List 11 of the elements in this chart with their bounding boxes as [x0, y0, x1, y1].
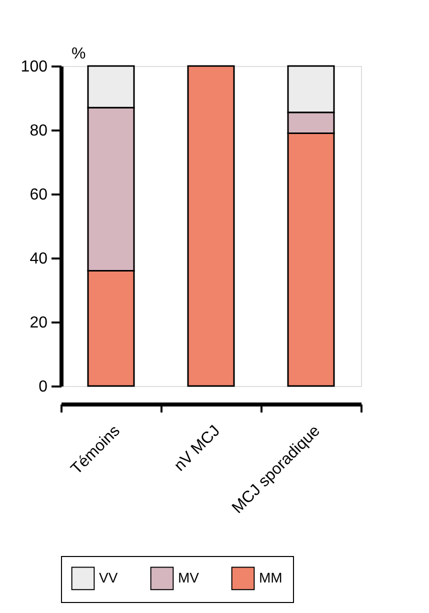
legend-label: VV	[99, 569, 118, 586]
bar	[187, 65, 235, 387]
y-tick-label: 0	[38, 378, 48, 396]
y-tick-label: 60	[30, 186, 48, 204]
legend-label: MV	[178, 569, 200, 586]
legend-label: MM	[259, 569, 282, 586]
y-tick-label: 20	[30, 314, 48, 332]
y-axis-title: %	[72, 46, 86, 62]
y-tick-label: 80	[30, 122, 48, 140]
y-tick-label: 40	[30, 250, 48, 268]
y-tick-label: 100	[20, 58, 48, 76]
